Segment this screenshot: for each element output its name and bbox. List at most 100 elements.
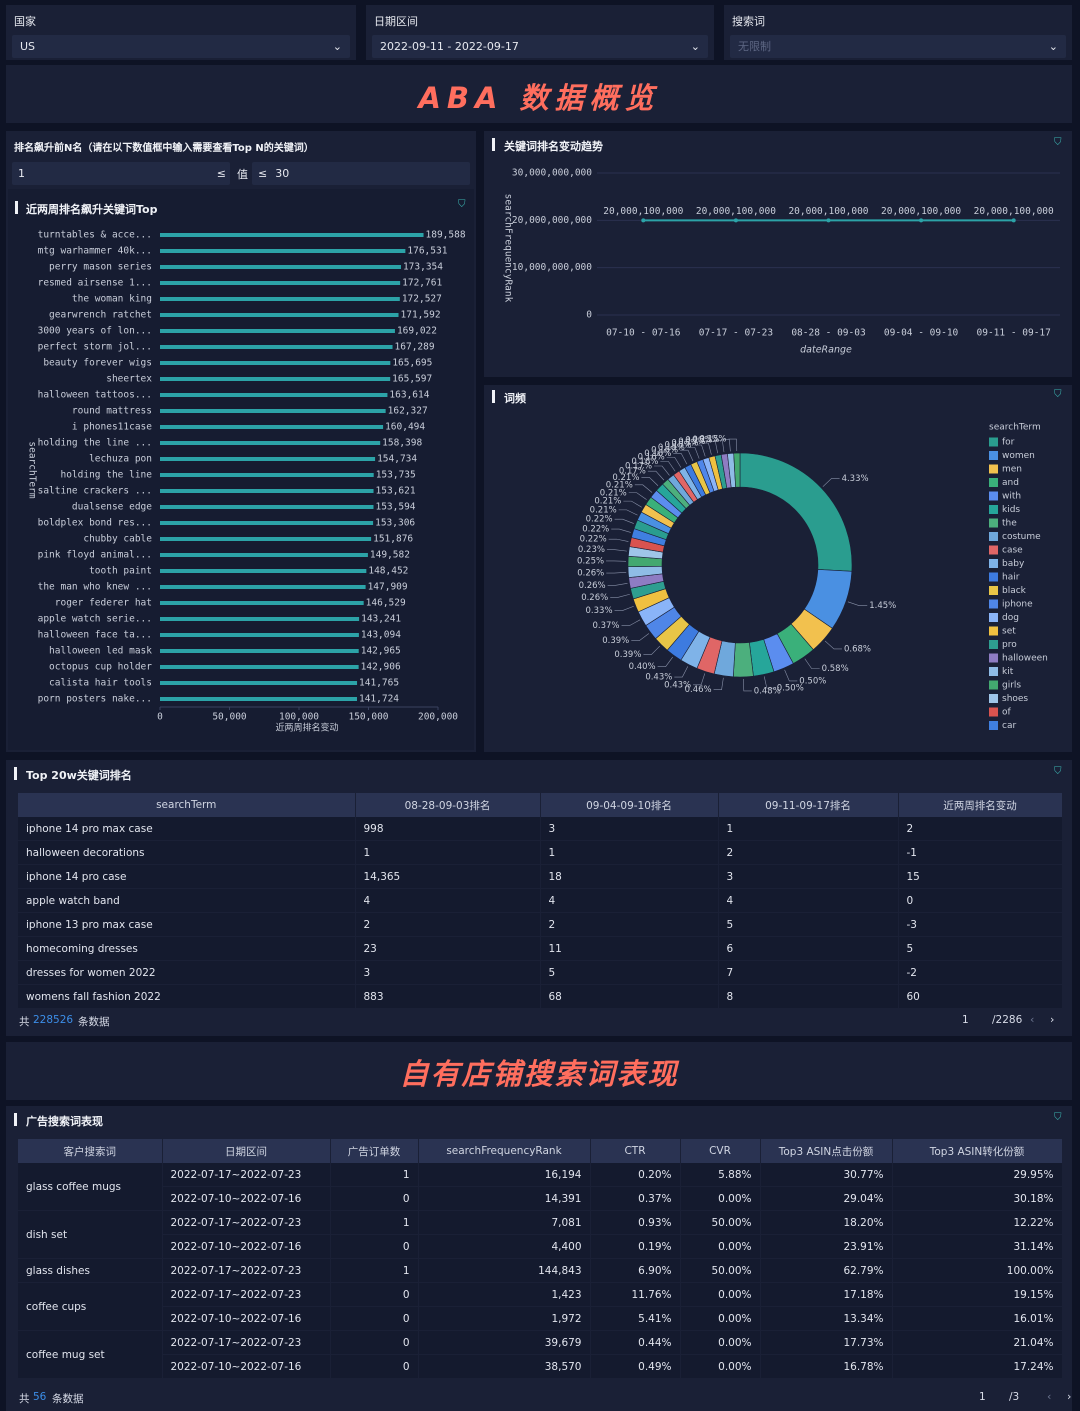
table-row: 2022-07-10~2022-07-16 0 14,391 0.37% 0.00% 29… [18,1186,1063,1211]
page-prev[interactable]: ‹ [1030,1013,1035,1026]
table-cell: 0 [330,1306,419,1331]
table-cell: 0.00% [680,1306,761,1331]
filter-select[interactable]: 2022-09-11 - 2022-09-17 ⌄ [372,35,708,58]
footer-text: 条数据 [78,1016,110,1028]
table-cell: 0.00% [680,1354,761,1379]
page-prev[interactable]: ‹ [1047,1390,1052,1403]
table-cell: 998 [355,817,541,841]
table-row: homecoming dresses 23 11 6 5 [18,936,1063,961]
filter-value: US [20,40,36,53]
filter-label: 日期区间 [374,15,418,28]
filter-select[interactable]: 无限制 ⌄ [730,35,1066,58]
table-cell: 3 [540,817,719,841]
input-value: 1 [18,167,25,180]
filter-select[interactable]: US ⌄ [12,35,350,58]
table-row: womens fall fashion 2022 883 68 8 60 [18,984,1063,1009]
filter-icon[interactable]: ⛉ [1054,137,1062,148]
filter-label: 搜索词 [732,15,765,28]
table-row: glass coffee mugs 2022-07-17~2022-07-23 1 1… [18,1163,1063,1211]
table-cell: 16.01% [892,1306,1063,1331]
table-cell: 18 [540,864,719,889]
header-cell: searchTerm [18,793,356,817]
table-cell: 144,843 [418,1258,591,1283]
page-next[interactable]: › [1067,1390,1072,1403]
chevron: ⌄ [1048,40,1058,53]
page-next[interactable]: › [1050,1013,1055,1026]
table-cell: 15 [898,864,1063,889]
filter-icon[interactable]: ⛉ [1054,1112,1062,1123]
table-cell: -3 [898,912,1063,937]
footer-count: 56 [33,1391,47,1403]
input-value: 30 [275,167,290,180]
table-cell: 17.18% [760,1282,893,1307]
rank-mid-label: 值 [237,168,248,181]
table-row: iphone 13 pro max case 2 2 5 -3 [18,912,1063,937]
footer-text: 共 [19,1393,30,1405]
table-cell: 17.24% [892,1354,1063,1379]
table-cell: 0.20% [590,1163,681,1187]
header-cell: Top3 ASIN转化份额 [892,1139,1063,1163]
table-cell: 100.00% [892,1258,1063,1283]
table-cell: 3 [355,960,541,985]
header-cell: 近两周排名变动 [898,793,1063,817]
table-cell: 0.00% [680,1234,761,1259]
table-cell: womens fall fashion 2022 [18,984,356,1009]
table-cell: 1 [330,1258,419,1283]
table-cell: 39,679 [418,1330,591,1355]
table-row: 2022-07-10~2022-07-16 0 4,400 0.19% 0.00% 23.… [18,1234,1063,1259]
section-title: 自有店铺搜索词表现 [399,1057,679,1091]
table-cell: 6.90% [590,1258,681,1283]
filter-icon[interactable]: ⛉ [458,199,466,210]
table-row: iphone 14 pro case 14,365 18 3 15 [18,864,1063,889]
table-cell: 2022-07-10~2022-07-16 [162,1306,331,1331]
table-row: dresses for women 2022 3 5 7 -2 [18,960,1063,985]
filter-panel: 搜索词 无限制 ⌄ [724,5,1072,60]
filter-label: 国家 [14,15,36,28]
table-cell: 50.00% [680,1258,761,1283]
filter-icon[interactable]: ⛉ [1054,389,1062,400]
banner-title: ABA 数据概览 [418,81,660,115]
table-row: 2022-07-10~2022-07-16 0 38,570 0.49% 0.00% 16… [18,1354,1063,1379]
filter-panel: 日期区间 2022-09-11 - 2022-09-17 ⌄ [366,5,714,60]
table-cell: 6 [718,936,899,961]
rank-input[interactable]: ≤30 [252,162,470,185]
filter-value: 无限制 [738,40,771,53]
page-input[interactable]: 1 [962,1014,969,1026]
table-cell: 5 [718,912,899,937]
header-cell: 广告订单数 [330,1139,419,1163]
table-cell: 0.19% [590,1234,681,1259]
table-cell: 62.79% [760,1258,893,1283]
table-row: coffee cups 2022-07-17~2022-07-23 0 1,423 11… [18,1282,1063,1331]
table-row: dish set 2022-07-17~2022-07-23 1 7,081 0.93%… [18,1210,1063,1259]
header-cell: 09-04-09-10排名 [540,793,719,817]
table-cell: 8 [718,984,899,1009]
table-cell: 21.04% [892,1330,1063,1355]
table-cell: 0.37% [590,1186,681,1211]
table-cell: halloween decorations [18,840,356,865]
table-cell: 2022-07-17~2022-07-23 [162,1210,331,1235]
table-cell: 0.00% [680,1330,761,1355]
title-bar [492,390,495,403]
table-cell: 4,400 [418,1234,591,1259]
table-cell: 0 [898,888,1063,913]
table-cell: 68 [540,984,719,1009]
page-input[interactable]: 1 [979,1391,986,1403]
table-title: 广告搜索词表现 [26,1115,103,1128]
table-cell: 18.20% [760,1210,893,1235]
filter-panel: 国家 US ⌄ [6,5,356,60]
table-cell: 1 [355,840,541,865]
table-cell: 50.00% [680,1210,761,1235]
footer-count: 228526 [33,1014,74,1026]
rank-filter-title: 排名飙升前N名（请在以下数值框中输入需要查看Top N的关键词） [14,143,314,154]
table-cell: 0.00% [680,1186,761,1211]
pie-panel: 词频 ⛉ [484,385,1072,752]
table-cell: 0.44% [590,1330,681,1355]
title-bar [15,201,18,214]
page-total: /3 [1009,1391,1020,1403]
rank-input[interactable]: 1 ≤ [12,162,230,185]
header-cell: 09-11-09-17排名 [718,793,899,817]
filter-icon[interactable]: ⛉ [1054,766,1062,777]
table-cell: 5.88% [680,1163,761,1187]
table-cell: 0.93% [590,1210,681,1235]
